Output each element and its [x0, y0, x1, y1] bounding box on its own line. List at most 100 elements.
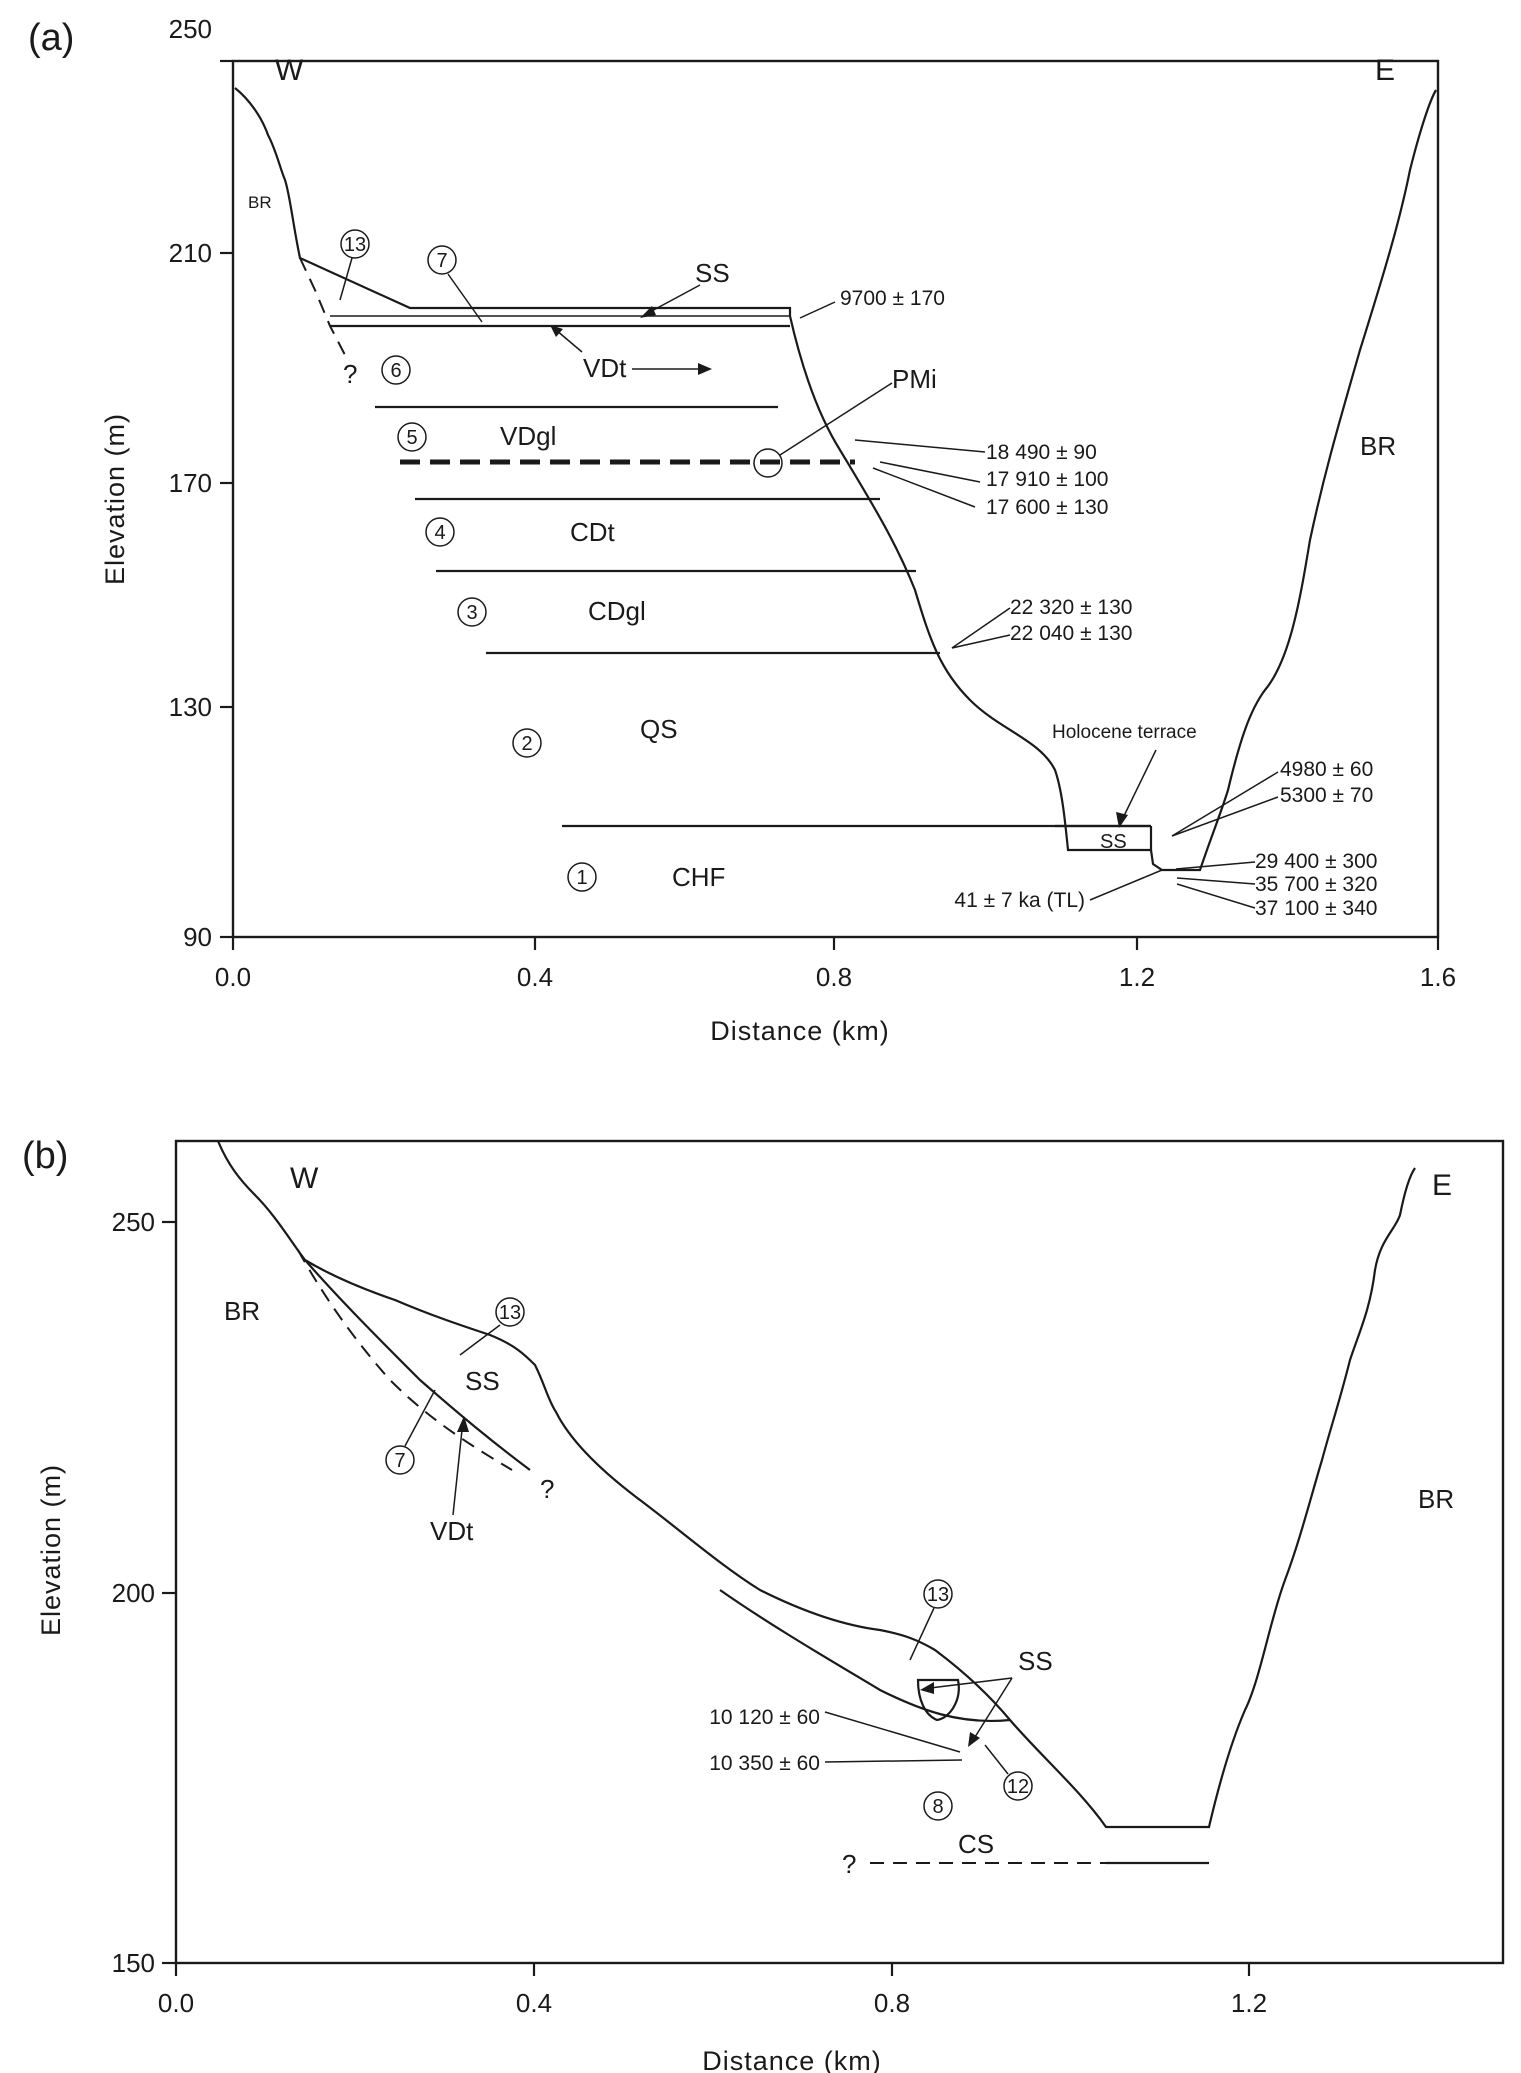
- date-9700: 9700 ± 170: [840, 287, 945, 310]
- b-x-tick-0.4: 0.4: [516, 1988, 552, 2018]
- y-tick-210: 210: [169, 238, 212, 268]
- east-label: E: [1375, 54, 1395, 87]
- br-east-label-b: BR: [1418, 1484, 1454, 1514]
- uncertain-boundary-a: [299, 257, 346, 356]
- y-tick-170: 170: [169, 468, 212, 498]
- svg-text:5: 5: [406, 427, 417, 449]
- date-41ka-tl: 41 ± 7 ka (TL): [954, 889, 1085, 912]
- ground-profile-a: [234, 87, 1437, 872]
- y-tick-90: 90: [183, 922, 212, 952]
- svg-text:8: 8: [932, 1796, 943, 1818]
- b-y-tick-250: 250: [112, 1207, 155, 1237]
- svg-text:13: 13: [499, 1302, 521, 1324]
- ss-label-a: SS: [695, 258, 730, 288]
- svg-text:7: 7: [394, 1450, 405, 1472]
- b-x-tick-0.0: 0.0: [158, 1988, 194, 2018]
- panel-a: (a) 250 210 170 130 90 Elevation (m) 0.0…: [28, 14, 1456, 1046]
- svg-text:13: 13: [927, 1584, 949, 1606]
- panel-b-x-axis-title: Distance (km): [702, 2046, 882, 2073]
- svg-text:3: 3: [466, 602, 477, 624]
- y-tick-130: 130: [169, 692, 212, 722]
- date-17910: 17 910 ± 100: [986, 468, 1108, 491]
- west-label: W: [275, 54, 304, 87]
- date-22040: 22 040 ± 130: [1010, 622, 1132, 645]
- br-west-label-a: BR: [248, 193, 272, 212]
- unit-13-upper-b: 13: [459, 1297, 525, 1356]
- panel-b-dates: 10 120 ± 60 10 350 ± 60: [709, 1706, 963, 1775]
- cs-label: CS: [958, 1829, 994, 1859]
- br-east-label-a: BR: [1360, 431, 1396, 461]
- date-29400: 29 400 ± 300: [1255, 850, 1377, 873]
- unit-6-a: 6: [381, 355, 411, 385]
- unit-2-a: 2 QS: [512, 714, 678, 758]
- panel-b-y-axis-title: Elevation (m): [36, 1464, 66, 1636]
- unit-name-cdt: CDt: [570, 517, 616, 547]
- x-tick-1.6: 1.6: [1420, 962, 1456, 992]
- panel-b-label: (b): [22, 1135, 68, 1177]
- pmi-label: PMi: [892, 364, 937, 394]
- b-y-tick-200: 200: [112, 1578, 155, 1608]
- unit-13-lower-b: 13: [909, 1579, 953, 1661]
- unit-7-a: 7: [427, 245, 483, 323]
- date-37100: 37 100 ± 340: [1255, 897, 1377, 920]
- panel-a-y-axis-title: Elevation (m): [100, 413, 130, 585]
- svg-text:6: 6: [390, 360, 401, 382]
- west-label-b: W: [290, 1162, 319, 1195]
- date-4980: 4980 ± 60: [1280, 758, 1373, 781]
- panel-b-plot-frame: [174, 1139, 1505, 1965]
- svg-text:1: 1: [576, 867, 587, 889]
- ss-upper-label-b: SS: [465, 1366, 500, 1396]
- br-west-label-b: BR: [224, 1296, 260, 1326]
- panel-a-label: (a): [28, 17, 74, 59]
- svg-text:4: 4: [434, 522, 445, 544]
- panel-b-y-axis: 250 200 150 Elevation (m): [36, 1207, 176, 1978]
- holocene-terrace-label: Holocene terrace: [1052, 722, 1197, 743]
- vdt-dashed-b: [297, 1249, 513, 1471]
- sample-pit-b: [916, 1678, 960, 1722]
- svg-text:12: 12: [1007, 1776, 1029, 1798]
- unit-3-a: 3 CDgl: [457, 596, 646, 627]
- panel-a-dates: 9700 ± 170 18 490 ± 90 17 910 ± 100 17 6…: [799, 287, 1377, 920]
- unit-name-chf: CHF: [672, 862, 725, 892]
- b-x-tick-0.8: 0.8: [874, 1988, 910, 2018]
- svg-text:13: 13: [344, 234, 366, 256]
- panel-a-x-axis: 0.0 0.4 0.8 1.2 1.6 Distance (km): [215, 937, 1456, 1046]
- panel-a-plot-frame: [231, 59, 1440, 939]
- unit-13-a: 13: [339, 229, 370, 301]
- unit-5-a: 5 VDgl: [397, 421, 556, 452]
- date-22320: 22 320 ± 130: [1010, 596, 1132, 619]
- unit-name-vdgl: VDgl: [500, 421, 556, 451]
- ground-profile-b: [216, 1140, 1416, 1829]
- b-y-tick-150: 150: [112, 1948, 155, 1978]
- panel-a-y-axis: 250 210 170 130 90 Elevation (m): [100, 14, 233, 952]
- x-tick-0.8: 0.8: [816, 962, 852, 992]
- svg-text:2: 2: [521, 733, 532, 755]
- unit-name-qs: QS: [640, 714, 678, 744]
- unit-12-b: 12: [984, 1744, 1033, 1801]
- ss-arrow-a: [647, 284, 701, 314]
- unit-4-a: 4 CDt: [425, 517, 616, 547]
- question-mark-a: ?: [343, 359, 357, 389]
- date-17600: 17 600 ± 130: [986, 496, 1108, 519]
- date-10120: 10 120 ± 60: [709, 1706, 820, 1729]
- vdt-label-b: VDt: [430, 1516, 474, 1546]
- ss-terrace-label: SS: [1100, 831, 1127, 853]
- unit-8-b: 8: [923, 1791, 953, 1821]
- x-tick-1.2: 1.2: [1119, 962, 1155, 992]
- unit-1-a: 1 CHF: [567, 862, 725, 892]
- east-label-b: E: [1432, 1169, 1452, 1202]
- date-18490: 18 490 ± 90: [986, 441, 1097, 464]
- unit-7-b: 7: [385, 1389, 436, 1475]
- y-tick-250: 250: [169, 14, 212, 44]
- question-upper-b: ?: [540, 1474, 554, 1504]
- date-10350: 10 350 ± 60: [709, 1752, 820, 1775]
- ss-lower-label-b: SS: [1018, 1646, 1053, 1676]
- x-tick-0.4: 0.4: [517, 962, 553, 992]
- pmi-marker: [753, 448, 783, 478]
- date-5300: 5300 ± 70: [1280, 784, 1373, 807]
- date-35700: 35 700 ± 320: [1255, 873, 1377, 896]
- ss-lower-base-b: [719, 1589, 1011, 1723]
- b-x-tick-1.2: 1.2: [1231, 1988, 1267, 2018]
- panel-b-x-axis: 0.0 0.4 0.8 1.2 Distance (km): [158, 1963, 1267, 2073]
